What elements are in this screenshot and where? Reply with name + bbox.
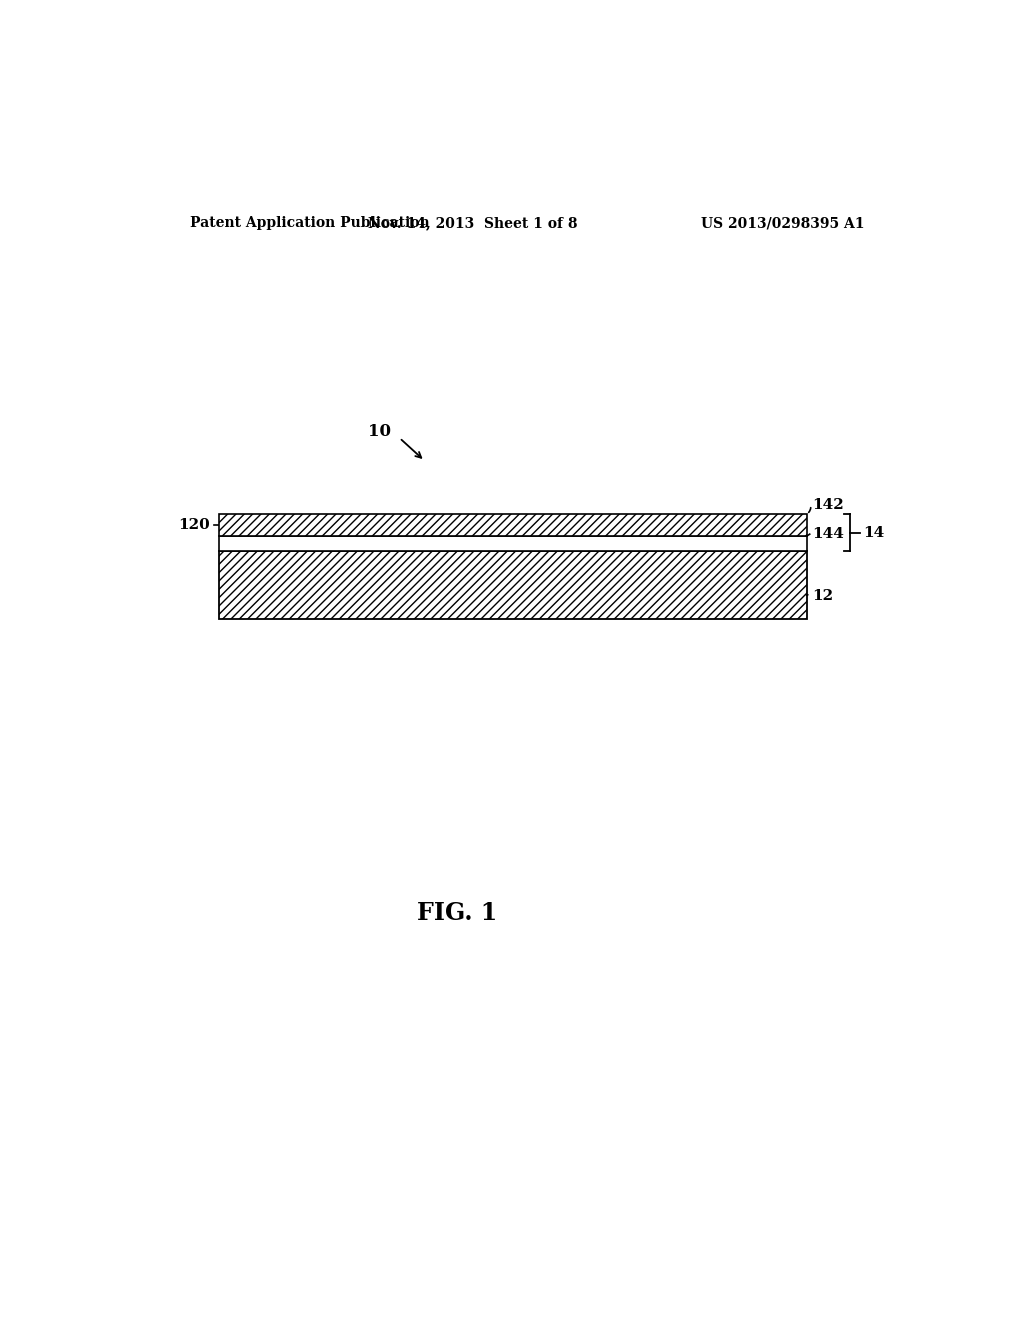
Text: US 2013/0298395 A1: US 2013/0298395 A1 <box>701 216 864 230</box>
Text: 120: 120 <box>178 517 210 532</box>
Bar <box>219 536 807 552</box>
Bar <box>219 552 807 619</box>
Text: 14: 14 <box>863 525 885 540</box>
Text: FIG. 1: FIG. 1 <box>417 902 498 925</box>
Bar <box>219 513 807 536</box>
Text: Nov. 14, 2013  Sheet 1 of 8: Nov. 14, 2013 Sheet 1 of 8 <box>369 216 578 230</box>
Text: 144: 144 <box>812 527 844 541</box>
Text: 142: 142 <box>812 498 844 512</box>
Text: 12: 12 <box>812 589 834 603</box>
Text: 10: 10 <box>369 424 391 441</box>
Text: Patent Application Publication: Patent Application Publication <box>189 216 429 230</box>
